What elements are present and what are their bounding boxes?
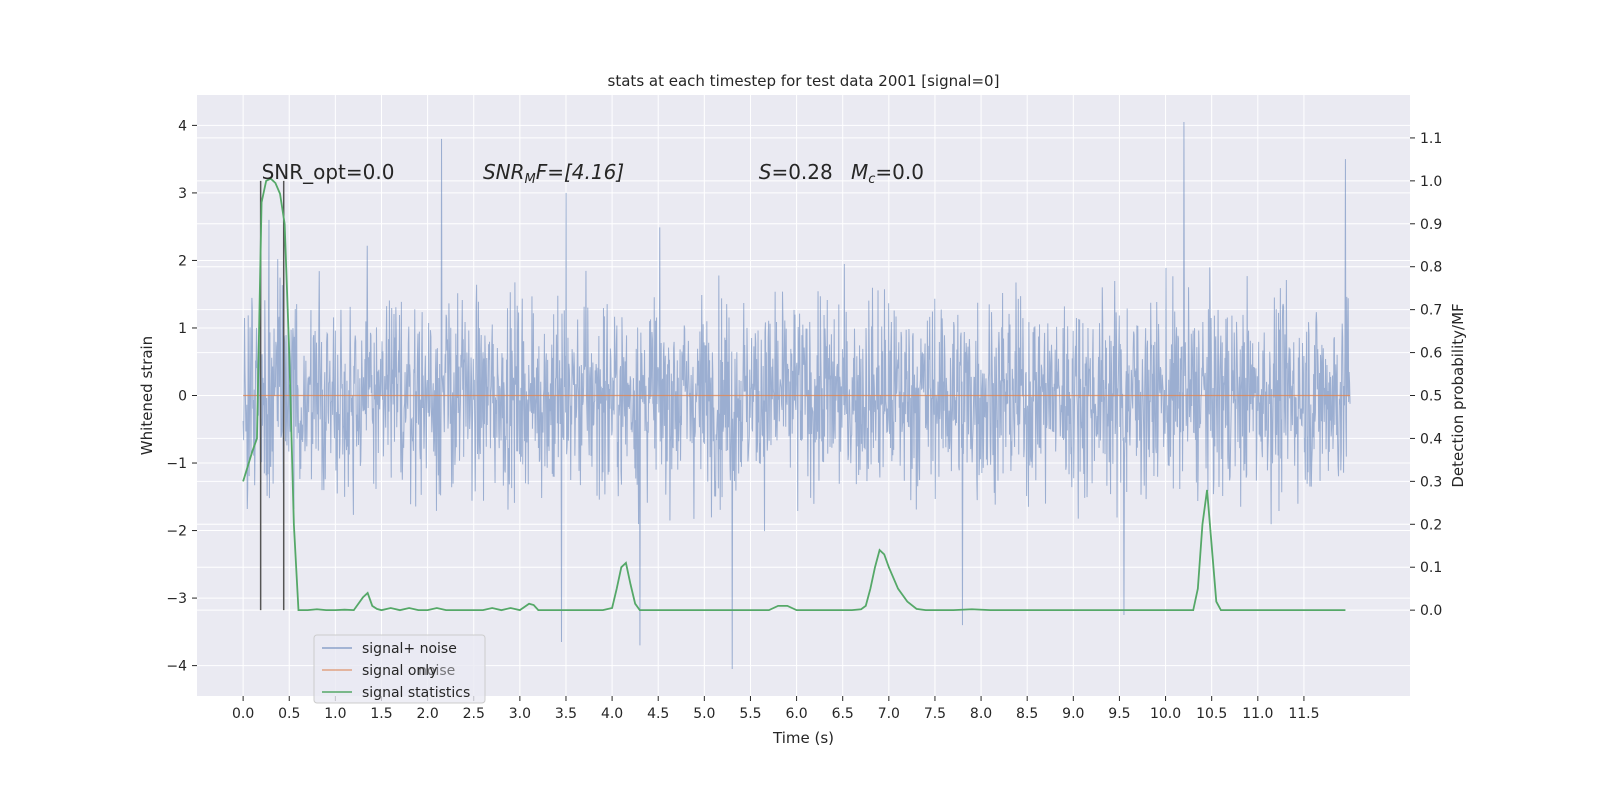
y-axis-label: Whitened strain — [138, 336, 156, 455]
annotation-mc-value: =0.0 — [875, 160, 924, 184]
x-tick-label: 9.5 — [1108, 706, 1130, 722]
y2-tick-label: 1.1 — [1420, 131, 1442, 147]
y-tick-label: 1 — [178, 321, 187, 337]
legend: noise signal+ noise signal only signal s… — [313, 634, 486, 704]
legend-box — [313, 634, 486, 704]
x-tick-label: 5.5 — [739, 706, 761, 722]
x-tick-label: 6.5 — [832, 706, 854, 722]
x-tick-label: 8.0 — [970, 706, 992, 722]
y2-tick-label: 0.1 — [1420, 560, 1442, 576]
x-tick-label: 1.0 — [324, 706, 346, 722]
chart-title: stats at each timestep for test data 200… — [608, 72, 1000, 90]
x-axis-label: Time (s) — [772, 729, 834, 747]
x-tick-label: 2.0 — [416, 706, 438, 722]
y2-tick-label: 0.5 — [1420, 389, 1442, 405]
y2-tick-label: 0.3 — [1420, 474, 1442, 490]
annotation-mc-sub: c — [868, 172, 875, 187]
x-tick-label: 10.0 — [1150, 706, 1181, 722]
x-tick-label: 3.0 — [509, 706, 531, 722]
x-tick-label: 7.5 — [924, 706, 946, 722]
y2-tick-label: 1.0 — [1420, 174, 1442, 190]
x-ticks: 0.0 0.5 1.0 1.5 2.0 2.5 3.0 3.5 4.0 4.5 5.0 5.5 6.0 6… — [232, 696, 1320, 722]
y2-tick-label: 0.8 — [1420, 260, 1442, 276]
y-tick-label: 3 — [178, 186, 187, 202]
annotation-s-value: =0.28 — [771, 160, 832, 184]
annotation-s-prefix: S — [759, 160, 772, 184]
annotation-mc: Mc=0.0 — [851, 160, 924, 187]
y-tick-label: −1 — [166, 456, 187, 472]
legend-entry-signal-only: signal only — [362, 663, 437, 679]
annotation-s: S=0.28 — [759, 160, 833, 184]
x-tick-label: 11.0 — [1242, 706, 1273, 722]
legend-entry-signal-plus-noise: signal+ noise — [362, 641, 457, 657]
x-tick-label: 0.0 — [232, 706, 254, 722]
y2-ticks: 0.0 0.1 0.2 0.3 0.4 0.5 0.6 0.7 0.8 0.9 1.0 1.1 — [1410, 131, 1442, 619]
x-tick-label: 9.0 — [1062, 706, 1084, 722]
series-signal-plus-noise — [242, 122, 1351, 669]
x-tick-label: 7.0 — [878, 706, 900, 722]
y2-tick-label: 0.7 — [1420, 303, 1442, 319]
y2-tick-label: 0.0 — [1420, 603, 1442, 619]
x-tick-label: 8.5 — [1016, 706, 1038, 722]
y2-axis-label: Detection probability/MF — [1449, 303, 1467, 487]
series-signal-statistics — [242, 177, 1346, 612]
y2-tick-label: 0.4 — [1420, 431, 1442, 447]
y2-tick-label: 0.9 — [1420, 217, 1442, 233]
x-tick-label: 4.5 — [647, 706, 669, 722]
x-tick-label: 4.0 — [601, 706, 623, 722]
legend-entry-signal-statistics: signal statistics — [362, 685, 470, 701]
annotation-snr-mf-prefix: SNR — [483, 160, 525, 184]
x-tick-label: 11.5 — [1288, 706, 1319, 722]
y-tick-label: 2 — [178, 253, 187, 269]
y2-tick-label: 0.6 — [1420, 346, 1442, 362]
annotation-snr-mf-sub: M — [525, 172, 536, 187]
y2-tick-label: 0.2 — [1420, 517, 1442, 533]
legend-hidden-text: noise — [418, 663, 455, 679]
x-tick-label: 5.0 — [693, 706, 715, 722]
line-signal-plus-noise — [242, 122, 1351, 669]
y-tick-label: −4 — [166, 659, 187, 675]
annotation-mc-prefix: M — [851, 160, 868, 184]
annotation-snr-opt: SNR_opt=0.0 — [262, 160, 395, 184]
x-tick-label: 3.5 — [555, 706, 577, 722]
y-tick-label: 0 — [178, 389, 187, 405]
x-tick-label: 6.0 — [785, 706, 807, 722]
line-signal-statistics — [242, 177, 1346, 612]
annotation-snr-mf: SNRMF=[4.16] — [483, 160, 624, 187]
y-tick-label: −3 — [166, 591, 187, 607]
x-tick-label: 2.5 — [463, 706, 485, 722]
y-tick-label: −2 — [166, 524, 187, 540]
x-tick-label: 0.5 — [278, 706, 300, 722]
x-tick-label: 10.5 — [1196, 706, 1227, 722]
y-tick-label: 4 — [178, 118, 187, 134]
annotation-snr-mf-f: F=[4.16] — [536, 160, 624, 184]
x-tick-label: 1.5 — [370, 706, 392, 722]
y-ticks: −4 −3 −2 −1 0 1 2 3 4 — [166, 118, 197, 675]
